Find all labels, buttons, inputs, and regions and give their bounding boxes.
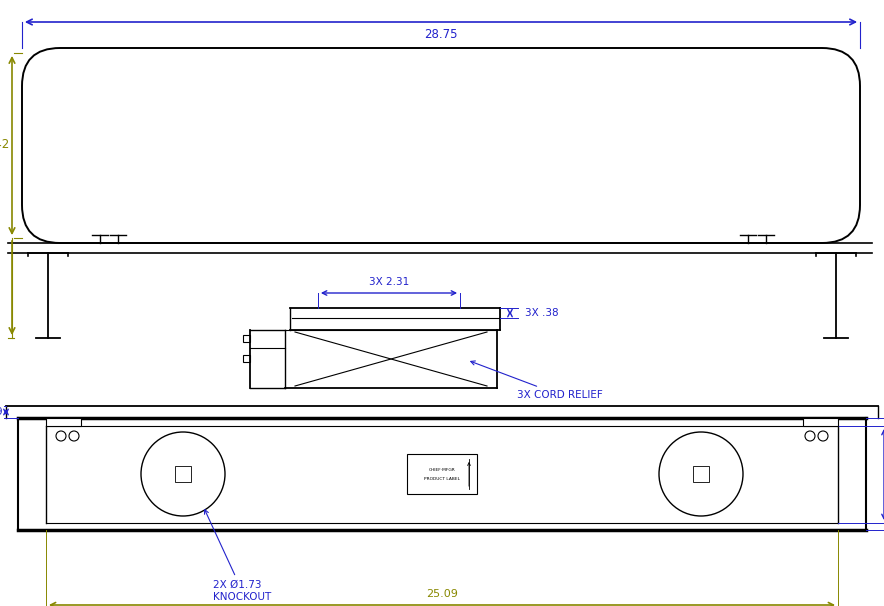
Text: 3X .38: 3X .38 bbox=[525, 308, 559, 318]
Bar bbox=[243, 355, 250, 362]
Bar bbox=[175, 466, 191, 482]
Text: PRODUCT LABEL: PRODUCT LABEL bbox=[424, 477, 460, 481]
Bar bbox=[46, 418, 81, 426]
Text: .49: .49 bbox=[0, 407, 3, 417]
Text: 2X Ø1.73
KNOCKOUT: 2X Ø1.73 KNOCKOUT bbox=[204, 510, 271, 602]
Text: 3X CORD RELIEF: 3X CORD RELIEF bbox=[471, 361, 603, 400]
Bar bbox=[693, 466, 709, 482]
Bar bbox=[803, 418, 838, 426]
Bar bbox=[243, 335, 250, 342]
Bar bbox=[407, 454, 477, 494]
Text: 28.75: 28.75 bbox=[424, 28, 458, 41]
Text: 9.42: 9.42 bbox=[0, 139, 10, 152]
Text: 25.09: 25.09 bbox=[426, 589, 458, 599]
Text: CHIEF·MFGR: CHIEF·MFGR bbox=[429, 468, 455, 472]
FancyBboxPatch shape bbox=[22, 48, 860, 243]
Text: 3X 2.31: 3X 2.31 bbox=[369, 277, 409, 287]
